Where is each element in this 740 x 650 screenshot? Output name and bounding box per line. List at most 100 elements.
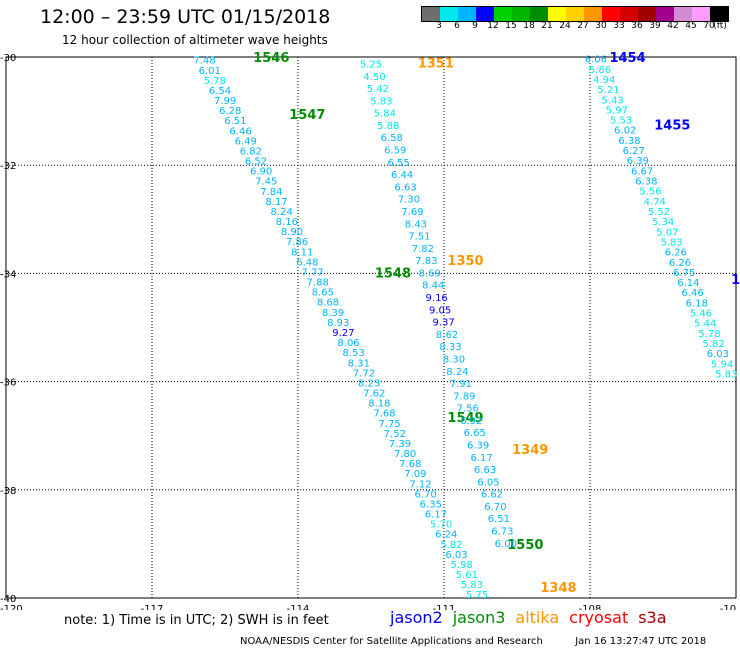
legend-label: 24 bbox=[559, 21, 571, 31]
wave-height-label: 5.25 bbox=[360, 59, 382, 70]
legend-swatch bbox=[548, 7, 566, 21]
wave-height-label: 5.83 bbox=[660, 237, 682, 248]
wave-height-label: 7.39 bbox=[389, 439, 411, 450]
y-tick-label: -34 bbox=[0, 269, 16, 280]
pass-time-label: 1550 bbox=[507, 538, 543, 553]
wave-height-label: 6.51 bbox=[488, 514, 510, 525]
wave-height-label: 6.67 bbox=[631, 166, 653, 177]
wave-height-label: 7.82 bbox=[412, 244, 434, 255]
legend-swatch bbox=[620, 7, 638, 21]
wave-height-label: 8.31 bbox=[348, 358, 370, 369]
x-tick-label: -108 bbox=[579, 604, 602, 610]
legend-swatch bbox=[710, 7, 728, 21]
y-tick-label: -38 bbox=[0, 486, 16, 497]
wave-height-label: 5.83 bbox=[461, 580, 483, 591]
wave-height-label: 9.27 bbox=[332, 328, 354, 339]
wave-height-label: 6.92 bbox=[460, 416, 482, 427]
wave-height-label: 6.26 bbox=[669, 258, 691, 269]
altimeter-wave-height-plot: 7.486.015.786.547.996.286.516.466.496.82… bbox=[0, 51, 740, 610]
wave-height-label: 6.70 bbox=[415, 489, 437, 500]
wave-height-label: 8.24 bbox=[446, 367, 468, 378]
satellite-s3a: s3a bbox=[638, 608, 667, 627]
wave-height-label: 7.56 bbox=[457, 404, 479, 415]
wave-height-label: 8.62 bbox=[436, 330, 458, 341]
wave-height-label: 7.83 bbox=[415, 256, 437, 267]
wave-height-label: 8.06 bbox=[337, 338, 359, 349]
wave-height-label: 6.03 bbox=[445, 550, 467, 561]
wave-height-label: 7.88 bbox=[307, 278, 329, 289]
wave-height-label: 8.30 bbox=[443, 354, 465, 365]
legend-unit: (ft) bbox=[713, 21, 727, 31]
wave-height-label: 4.74 bbox=[644, 197, 666, 208]
wave-height-label: 6.49 bbox=[235, 136, 257, 147]
wave-height-label: 4.50 bbox=[363, 72, 385, 83]
wave-height-label: 7.45 bbox=[255, 177, 277, 188]
satellite-jason2: jason2 bbox=[390, 608, 443, 627]
legend-label: 21 bbox=[541, 21, 553, 31]
wave-height-label: 8.68 bbox=[317, 298, 339, 309]
wave-height-label: 6.90 bbox=[250, 167, 272, 178]
wave-height-label: 6.46 bbox=[229, 126, 251, 137]
x-tick-label: -114 bbox=[287, 604, 310, 610]
wave-height-label: 7.75 bbox=[379, 419, 401, 430]
legend-label: 70 bbox=[703, 21, 715, 31]
wave-height-label: 5.70 bbox=[430, 520, 452, 531]
y-tick-label: -40 bbox=[0, 594, 16, 605]
wave-height-label: 8.24 bbox=[271, 207, 293, 218]
legend-swatch bbox=[584, 7, 602, 21]
pass-time-label: 1549 bbox=[447, 411, 483, 426]
wave-height-label: 5.42 bbox=[367, 84, 389, 95]
wave-height-label: 7.62 bbox=[363, 389, 385, 400]
legend-label: 30 bbox=[595, 21, 607, 31]
wave-height-label: 7.48 bbox=[193, 56, 215, 67]
wave-height-label: 4.94 bbox=[593, 75, 615, 86]
wave-height-label: 7.72 bbox=[353, 368, 375, 379]
legend-swatch bbox=[638, 7, 656, 21]
pass-time-label: 1455 bbox=[654, 119, 690, 134]
wave-height-label: 9.16 bbox=[426, 293, 448, 304]
wave-height-label: 6.01 bbox=[199, 66, 221, 77]
legend-swatch bbox=[566, 7, 584, 21]
wave-height-label: 6.05 bbox=[477, 477, 499, 488]
wave-height-label: 6.26 bbox=[665, 248, 687, 259]
wave-height-label: 7.69 bbox=[401, 207, 423, 218]
legend-label: 39 bbox=[649, 21, 661, 31]
wave-height-label: 5.34 bbox=[652, 217, 674, 228]
wave-height-label: 7.51 bbox=[408, 232, 430, 243]
wave-height-label: 8.65 bbox=[312, 288, 334, 299]
wave-height-label: 5.78 bbox=[204, 76, 226, 87]
wave-height-label: 6.65 bbox=[464, 428, 486, 439]
wave-height-label: 6.14 bbox=[677, 278, 699, 289]
legend-label: 12 bbox=[487, 21, 499, 31]
wave-height-label: 8.93 bbox=[327, 318, 349, 329]
wave-height-label: 6.75 bbox=[673, 268, 695, 279]
wave-height-label: 8.11 bbox=[291, 247, 313, 258]
wave-height-label: 5.78 bbox=[698, 329, 720, 340]
footnote: note: 1) Time is in UTC; 2) SWH is in fe… bbox=[64, 613, 329, 628]
wave-height-label: 6.63 bbox=[474, 465, 496, 476]
wave-height-label: 8.53 bbox=[343, 348, 365, 359]
wave-height-label: 6.73 bbox=[491, 527, 513, 538]
wave-height-label: 7.80 bbox=[394, 449, 416, 460]
wave-height-label: 7.12 bbox=[409, 479, 431, 490]
wave-height-label: 8.44 bbox=[422, 281, 444, 292]
wave-height-label: 8.69 bbox=[419, 268, 441, 279]
credit-line: NOAA/NESDIS Center for Satellite Applica… bbox=[240, 636, 706, 647]
wave-height-label: 6.82 bbox=[240, 146, 262, 157]
wave-height-label: 6.02 bbox=[614, 126, 636, 137]
legend-swatch bbox=[422, 7, 440, 21]
chart-title: 12:00 – 23:59 UTC 01/15/2018 bbox=[40, 6, 331, 28]
wave-height-label: 5.82 bbox=[440, 540, 462, 551]
wave-height-label: 6.51 bbox=[224, 116, 246, 127]
wave-height-label: 6.44 bbox=[391, 170, 413, 181]
wave-height-label: 7.09 bbox=[404, 469, 426, 480]
wave-height-label: 6.03 bbox=[707, 349, 729, 360]
wave-height-label: 6.62 bbox=[481, 490, 503, 501]
wave-height-label: 7.84 bbox=[260, 187, 282, 198]
wave-height-label: 7.86 bbox=[286, 237, 308, 248]
wave-height-label: 5.82 bbox=[703, 339, 725, 350]
wave-height-label: 6.17 bbox=[470, 453, 492, 464]
plot-frame bbox=[5, 56, 737, 599]
satellite-altika: altika bbox=[515, 608, 560, 627]
wave-height-label: 6.55 bbox=[388, 158, 410, 169]
